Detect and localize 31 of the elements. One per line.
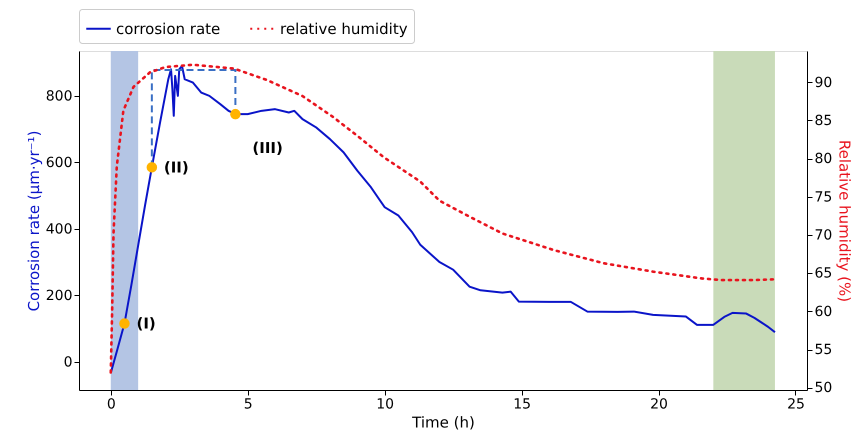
point — [119, 318, 130, 329]
y2-tick-label: 80 — [814, 151, 832, 168]
y2-tick-label: 75 — [814, 189, 832, 206]
x-tick-label: 0 — [106, 396, 116, 412]
annotation: (III) — [252, 139, 283, 158]
y-tick-label: 400 — [46, 221, 72, 238]
point — [146, 162, 158, 173]
y2-tick-label: 85 — [814, 112, 832, 129]
y-tick-label: 600 — [46, 154, 72, 171]
annotation: (I) — [136, 314, 156, 333]
y2-tick-label: 55 — [814, 342, 832, 358]
x-tick-label: 15 — [513, 396, 532, 412]
x-tick-label: 25 — [787, 396, 805, 412]
y-tick-label: 200 — [46, 288, 72, 304]
legend-label: corrosion rate — [116, 20, 220, 38]
y2-tick-label: 70 — [814, 228, 832, 244]
x-tick-label: 10 — [376, 396, 394, 412]
y-axis-title: Corrosion rate (μm·yr⁻¹) — [24, 130, 43, 312]
y2-tick-label: 50 — [814, 380, 832, 396]
y2-tick-label: 65 — [814, 266, 832, 282]
y-tick-label: 0 — [64, 354, 72, 370]
y-tick-label: 800 — [46, 88, 72, 104]
point — [230, 108, 241, 120]
x-tick-label: 5 — [244, 396, 253, 412]
x-axis-title: Time (h) — [411, 414, 475, 432]
annotation: (II) — [164, 158, 189, 176]
x-tick-label: 20 — [650, 396, 668, 412]
legend-label: relative humidity — [280, 20, 408, 38]
y2-axis-title: Relative humidity (%) — [835, 140, 854, 302]
y2-tick-label: 60 — [814, 304, 832, 320]
y2-tick-label: 90 — [814, 74, 832, 91]
